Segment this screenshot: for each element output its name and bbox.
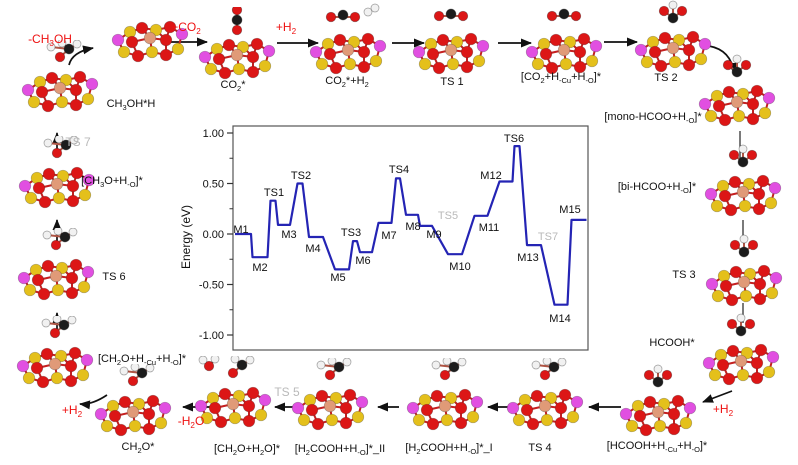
reaction-arrow <box>79 394 108 410</box>
chart-state-TS2: TS2 <box>291 170 311 182</box>
molecule-ch3oh-h <box>21 40 99 113</box>
molecule-ch2o-hcu-ho <box>16 316 94 389</box>
chart-state-M11: M11 <box>479 222 500 234</box>
molecule-ts2 <box>634 0 712 73</box>
chart-state-M9: M9 <box>426 229 441 241</box>
chart-state-TS5: TS5 <box>438 210 458 222</box>
molecule-hcooh-hcu-ho <box>619 364 697 437</box>
molecule-ts4 <box>506 358 584 431</box>
y-tick-label: 0.00 <box>203 229 224 241</box>
y-tick-label: -1.00 <box>199 330 224 342</box>
molecule-co2-h2 <box>309 3 387 75</box>
reaction-arrow <box>702 390 733 403</box>
y-tick-label: 1.00 <box>203 128 224 140</box>
y-tick-label: -0.50 <box>199 280 224 292</box>
chart-state-TS1: TS1 <box>264 187 284 199</box>
molecule-ch2o <box>94 364 172 437</box>
molecule-h2cooh-ho-i <box>406 358 484 431</box>
molecule-bi-hcoo <box>704 144 782 217</box>
chart-state-M1: M1 <box>233 224 248 236</box>
chart-state-M14: M14 <box>549 313 570 325</box>
chart-state-TS6: TS6 <box>504 133 524 145</box>
molecule-mono-hcoo <box>698 54 776 127</box>
molecule-h2cooh-ho-ii <box>291 358 369 431</box>
reaction-arrow <box>68 45 94 66</box>
chart-state-M3: M3 <box>281 229 296 241</box>
chart-state-M15: M15 <box>559 204 580 216</box>
chart-state-M7: M7 <box>381 230 396 242</box>
molecule-catalyst <box>111 20 189 63</box>
chart-state-M2: M2 <box>252 262 267 274</box>
molecule-ts3 <box>705 234 783 307</box>
molecule-co2-ads <box>198 7 276 80</box>
chart-state-M5: M5 <box>330 272 345 284</box>
chart-state-M12: M12 <box>480 170 501 182</box>
molecule-ts6 <box>17 228 95 301</box>
molecule-ch2o-h2o <box>194 356 272 429</box>
chart-state-TS3: TS3 <box>341 227 361 239</box>
chart-state-M4: M4 <box>305 243 320 255</box>
molecule-ts1 <box>412 8 490 75</box>
chart-frame <box>232 125 589 351</box>
energy-profile-chart: 1.00 0.50 0.00 -0.50 -1.00 M1 M2 TS1 M3 TS2 M4 M5 TS… <box>199 125 589 351</box>
molecule-ch3o-ho <box>18 136 96 209</box>
chart-state-M10: M10 <box>449 261 470 273</box>
y-axis-title: Energy (eV) <box>179 204 193 270</box>
chart-state-TS7: TS7 <box>538 231 558 243</box>
chart-state-TS4: TS4 <box>389 164 409 176</box>
molecule-co2-hcu-ho <box>525 8 603 75</box>
molecule-hcooh <box>702 313 780 386</box>
y-tick-label: 0.50 <box>203 179 224 191</box>
chart-state-M13: M13 <box>517 252 538 264</box>
energy-profile-line <box>235 145 587 306</box>
chart-state-M6: M6 <box>355 255 370 267</box>
chart-state-M8: M8 <box>405 221 420 233</box>
